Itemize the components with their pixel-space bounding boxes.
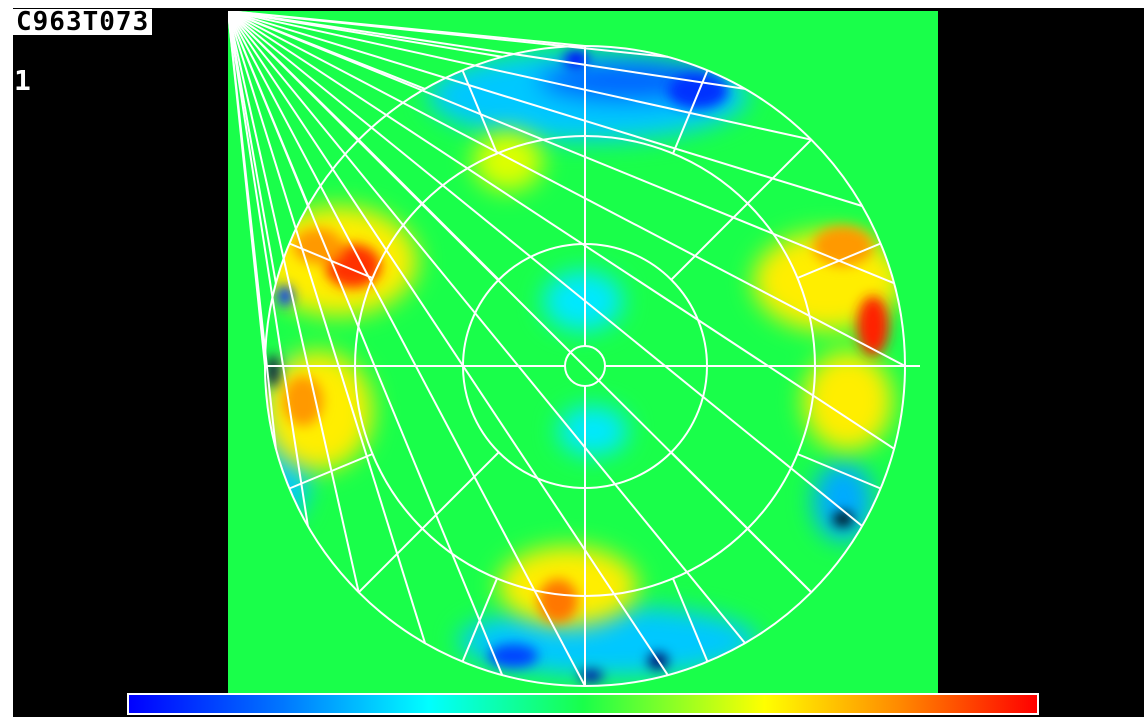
cold-zone-center-low: [558, 406, 628, 456]
grid-spoke: [797, 453, 881, 490]
hot-spot-lower-center: [538, 579, 578, 623]
grid-spoke: [746, 138, 813, 205]
grid-spoke: [357, 527, 424, 594]
grid-spoke: [672, 578, 709, 662]
grid-spoke: [228, 11, 863, 527]
polar-grid: [228, 11, 920, 687]
grid-spoke: [228, 11, 669, 676]
grid-spoke: [228, 11, 309, 527]
cold-spot-lower-right: [833, 512, 853, 526]
frame-index: 1: [14, 64, 31, 97]
grid-spoke: [228, 11, 895, 285]
grid-spoke: [228, 11, 586, 687]
grid-spoke: [228, 11, 668, 58]
cold-spot-left-mid: [277, 286, 293, 306]
cold-spot-left-edge: [267, 355, 279, 387]
grid-spoke: [228, 11, 426, 644]
grid-spoke: [228, 11, 812, 141]
grid-spoke: [421, 451, 500, 530]
image-title: C963T073: [13, 9, 153, 35]
grid-spoke: [670, 202, 749, 281]
grid-spoke: [228, 11, 895, 450]
warm-zone-right-low: [803, 351, 893, 451]
grid-spoke: [228, 11, 360, 593]
hot-spot-right: [857, 296, 889, 356]
warm-zone-top: [473, 131, 543, 191]
grid-spoke: [228, 11, 277, 284]
grid-spoke: [672, 70, 709, 154]
cold-spot-bottom-left: [488, 644, 538, 668]
colorbar-gradient: [129, 695, 1037, 713]
grid-spoke: [228, 11, 863, 207]
polar-map: [228, 11, 938, 693]
hot-spot-left-orange: [293, 228, 343, 264]
grid-spoke: [228, 11, 266, 367]
grid-spokes: [228, 11, 920, 687]
cold-zone-right: [813, 461, 873, 541]
grid-spoke: [228, 11, 360, 141]
grid-spoke: [228, 11, 746, 90]
colorbar: [127, 693, 1039, 715]
grid-spoke: [228, 11, 309, 207]
grid-spoke: [228, 11, 906, 367]
grid-spoke: [228, 11, 746, 644]
